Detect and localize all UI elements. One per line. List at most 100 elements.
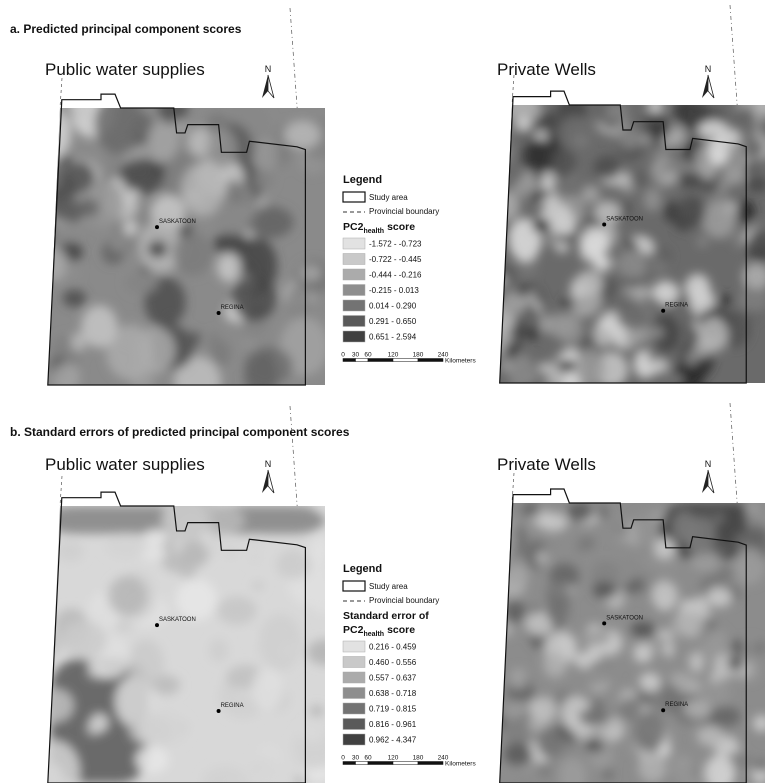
- surface-blob: [550, 147, 576, 177]
- surface-blob: [76, 103, 90, 119]
- legend: LegendStudy areaProvincial boundaryStand…: [341, 563, 476, 768]
- surface-blob: [537, 727, 564, 758]
- legend-swatch: [343, 238, 365, 249]
- legend-subscript: health: [363, 228, 384, 235]
- surface-blob: [522, 502, 541, 516]
- surface-blob: [225, 179, 242, 200]
- surface-blob: [541, 173, 555, 192]
- legend-swatch: [343, 703, 365, 714]
- legend-swatch: [343, 300, 365, 311]
- legend-study-area-swatch: [343, 192, 365, 202]
- legend-swatch: [343, 719, 365, 730]
- surface-blob: [630, 622, 656, 638]
- surface-blob: [179, 225, 190, 237]
- surface-blob: [684, 592, 699, 602]
- surface-blob: [671, 755, 694, 783]
- scale-tick-label: 0: [341, 755, 345, 762]
- surface-blob: [567, 503, 593, 522]
- surface-blob: [657, 629, 674, 641]
- surface-blob: [688, 678, 700, 693]
- legend-study-area: Study area: [369, 193, 408, 202]
- surface-blob: [647, 100, 664, 113]
- legend-study-area-swatch: [343, 581, 365, 591]
- scale-tick-label: 30: [352, 755, 360, 762]
- legend-class: -0.722 - -0.445: [369, 255, 422, 264]
- surface-blob: [176, 579, 217, 621]
- surface-blob: [702, 201, 736, 239]
- city-label: SASKATOON: [606, 217, 643, 223]
- surface-blob: [539, 513, 568, 532]
- surface-blob: [209, 639, 228, 663]
- surface-blob: [624, 583, 636, 593]
- surface-blob: [543, 332, 554, 339]
- surface-blob: [300, 265, 322, 281]
- scale-segment: [356, 762, 369, 765]
- surface-blob: [495, 145, 508, 160]
- surface-blob: [543, 651, 566, 678]
- surface-blob: [284, 121, 321, 149]
- legend-variable: PC2: [343, 221, 364, 233]
- legend-study-area: Study area: [369, 582, 408, 591]
- map-title: Public water supplies: [45, 455, 205, 474]
- legend-class: 0.557 - 0.637: [369, 674, 417, 683]
- legend-swatch: [343, 316, 365, 327]
- surface-blob: [580, 227, 609, 258]
- surface-blob: [651, 327, 664, 339]
- legend-class: 0.816 - 0.961: [369, 720, 417, 729]
- surface-blob: [677, 196, 705, 228]
- surface-blob: [700, 317, 728, 352]
- surface-blob: [593, 581, 617, 599]
- surface-blob: [707, 587, 733, 607]
- legend-suffix: score: [387, 221, 415, 233]
- city-marker: [155, 225, 159, 229]
- surface-blob: [536, 550, 548, 565]
- surface-blob: [738, 287, 770, 311]
- surface-blob: [602, 769, 614, 779]
- surface-blob: [32, 634, 60, 658]
- surface-blob: [727, 655, 743, 671]
- surface-blob: [697, 238, 708, 247]
- map: Public water suppliesNSASKATOONREGINA: [30, 406, 341, 783]
- surface-blob: [90, 713, 108, 732]
- scale-tick-label: 0: [341, 352, 345, 359]
- legend-class: -0.444 - -0.216: [369, 271, 422, 280]
- surface-blob: [629, 170, 648, 189]
- surface-blob: [607, 102, 628, 118]
- surface-blob: [74, 198, 99, 218]
- surface-blob: [490, 104, 511, 123]
- surface-blob: [693, 606, 711, 617]
- surface-blob: [689, 651, 704, 672]
- surface-blob: [612, 522, 630, 539]
- surface-blob: [181, 163, 224, 216]
- scale-segment: [393, 359, 418, 362]
- surface-blob: [526, 289, 539, 305]
- surface-blob: [576, 540, 586, 553]
- city-label: REGINA: [665, 303, 688, 309]
- surface-blob: [735, 107, 756, 130]
- surface-blob: [135, 746, 168, 773]
- surface-blob: [645, 643, 656, 654]
- legend-heading: Standard error of: [343, 610, 429, 622]
- panel-title: b. Standard errors of predicted principa…: [10, 425, 350, 439]
- surface-blob: [569, 722, 581, 734]
- surface-blob: [583, 665, 611, 687]
- scale-tick-label: 180: [413, 755, 424, 762]
- legend-class: 0.291 - 0.650: [369, 317, 417, 326]
- surface-blob: [509, 355, 536, 390]
- surface-blob: [225, 543, 237, 558]
- scale-segment: [418, 762, 443, 765]
- legend-class: -0.215 - 0.013: [369, 286, 419, 295]
- city-label: REGINA: [665, 702, 688, 708]
- surface-blob: [531, 697, 557, 722]
- city-marker: [602, 621, 606, 625]
- surface-blob: [173, 232, 213, 275]
- legend-provincial-boundary: Provincial boundary: [369, 207, 439, 216]
- surface-blob: [620, 697, 642, 720]
- surface-blob: [551, 355, 562, 361]
- scale-tick-label: 180: [413, 352, 424, 359]
- north-arrow: [702, 75, 708, 98]
- surface-blob: [494, 715, 505, 730]
